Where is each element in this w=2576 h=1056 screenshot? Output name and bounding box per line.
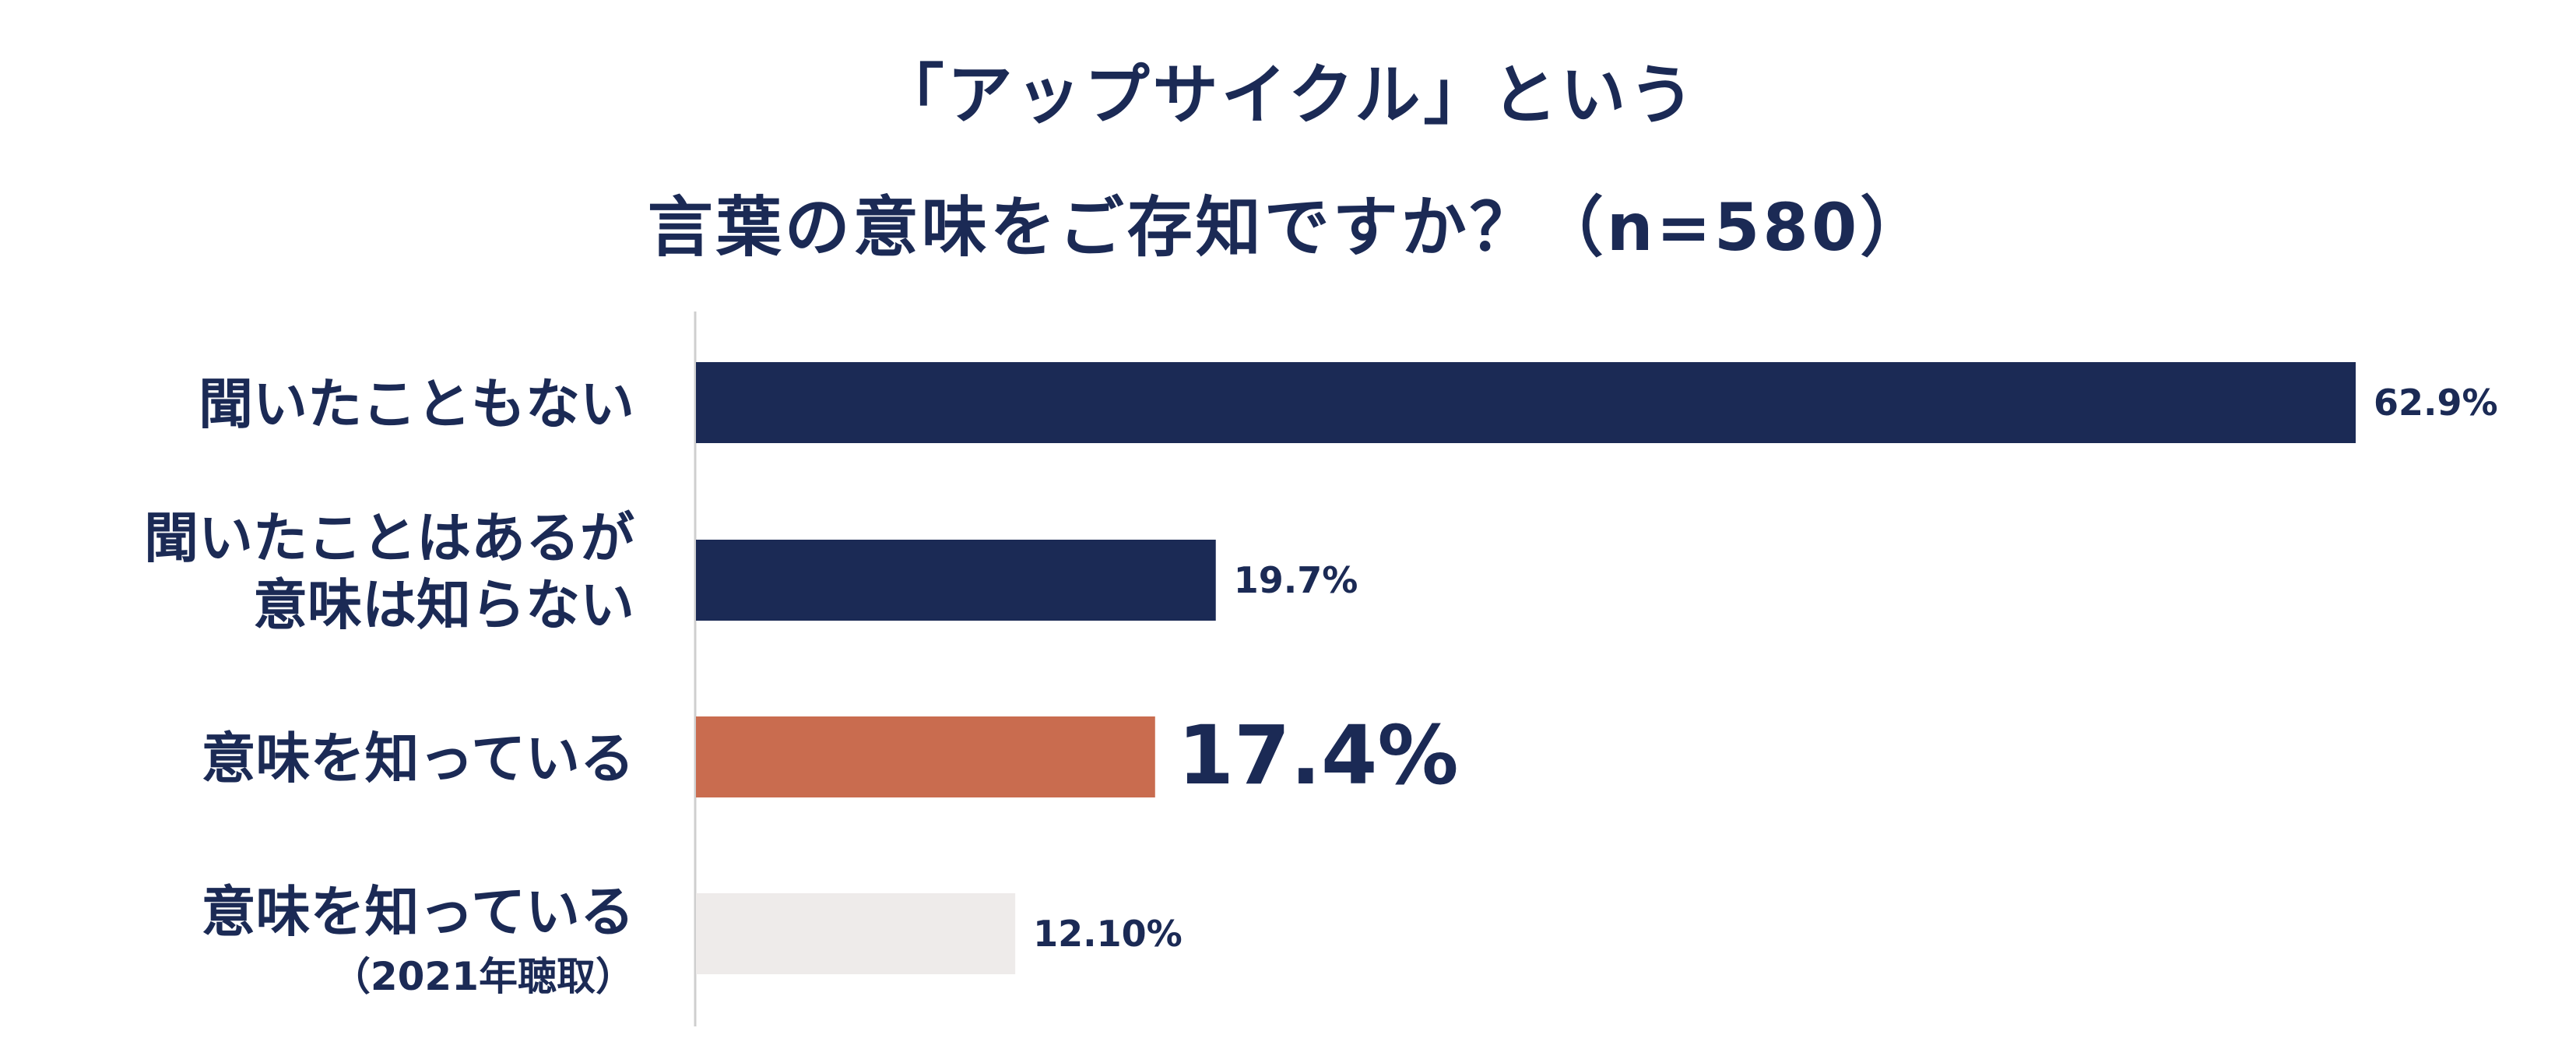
value-label-1: 19.7% xyxy=(1234,559,1358,601)
value-label-3: 12.10% xyxy=(1033,913,1183,955)
category-label-0-line-0: 聞いたこともない xyxy=(199,372,634,436)
chart-title-line-1: 「アップサイクル」という xyxy=(878,57,1698,133)
bar-2 xyxy=(696,716,1155,797)
category-label-1-line-0: 聞いたことはあるが xyxy=(144,506,634,570)
value-label-0: 62.9% xyxy=(2374,382,2498,424)
bar-1 xyxy=(696,540,1216,621)
category-label-3-line-1: （2021年聴取） xyxy=(332,954,634,999)
category-label-3: 意味を知っている （2021年聴取） xyxy=(202,880,635,999)
bar-3 xyxy=(696,893,1016,974)
chart-title-line-2: 言葉の意味をご存知ですか？（n=580） xyxy=(647,189,1929,266)
category-label-1-line-1: 意味は知らない xyxy=(253,573,634,637)
bar-0 xyxy=(696,362,2356,443)
category-label-3-line-0: 意味を知っている xyxy=(202,880,635,944)
category-label-2-line-0: 意味を知っている xyxy=(202,727,635,790)
value-label-2: 17.4% xyxy=(1178,708,1459,803)
category-label-0: 聞いたこともない xyxy=(199,372,634,436)
category-label-2: 意味を知っている xyxy=(202,727,635,790)
